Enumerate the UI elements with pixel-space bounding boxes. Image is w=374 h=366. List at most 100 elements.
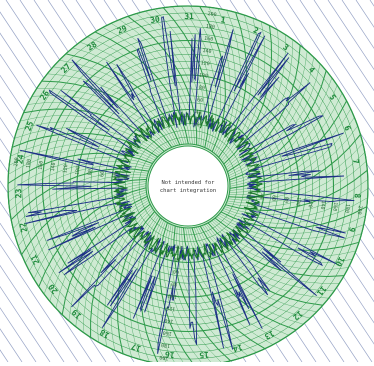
day-label: 17	[130, 342, 142, 354]
scale-label: 120	[166, 305, 176, 312]
scale-label: 60	[173, 268, 180, 275]
sub-arc	[189, 227, 289, 336]
scale-label: 40	[174, 256, 181, 263]
trace-green	[111, 111, 264, 262]
scale-label: 160	[162, 329, 172, 336]
center-hub	[147, 145, 229, 227]
trace-blue	[17, 16, 355, 354]
hatch-line	[299, 0, 374, 113]
sub-arc	[163, 223, 204, 366]
sub-arc	[213, 219, 356, 257]
grid-ring	[21, 19, 355, 353]
scale-label: 40	[195, 110, 202, 117]
scale-label: 180	[161, 341, 171, 348]
sub-arc	[211, 220, 353, 264]
scale-label: 200	[356, 205, 363, 215]
sub-arc	[47, 73, 174, 147]
sub-arc	[25, 181, 147, 264]
scale-label: 60	[197, 97, 204, 104]
day-label: 6	[342, 124, 352, 132]
sub-arc	[18, 177, 147, 247]
sub-arc	[227, 143, 364, 201]
grid-ring	[35, 33, 341, 339]
scale-label: 160	[204, 36, 214, 43]
day-label: 24	[15, 154, 25, 165]
hatch-line	[285, 0, 374, 134]
day-label: 4	[307, 65, 317, 75]
day-labels: 1234567891011121314151617181920212223242…	[14, 12, 362, 360]
day-label: 10	[333, 255, 345, 268]
sub-arc	[193, 227, 304, 325]
hatch-line	[327, 0, 374, 71]
grid-ring	[49, 47, 327, 325]
scale-label: 80	[282, 196, 289, 203]
sub-arc	[222, 21, 266, 163]
grid-ring	[7, 5, 369, 366]
day-arc	[229, 100, 348, 189]
sub-arc	[136, 13, 200, 146]
day-label: 14	[232, 342, 244, 353]
scale-label: 100	[75, 166, 82, 176]
scale-label: 140	[164, 317, 174, 324]
hatch-line	[0, 285, 51, 363]
day-label: 25	[24, 120, 36, 132]
day-label: 31	[184, 12, 194, 21]
scale-label: 20	[124, 174, 131, 181]
day-label: 26	[38, 89, 51, 102]
scale-label: 120	[200, 60, 210, 67]
scale-label: 80	[171, 280, 178, 287]
scale-label: 140	[50, 162, 57, 172]
scale-label: 100	[199, 73, 209, 80]
scale-label: 120	[62, 164, 69, 174]
scale-label: 40	[112, 172, 119, 179]
sub-arc	[16, 121, 162, 155]
scale-label: 100	[168, 292, 178, 299]
day-arc	[38, 187, 147, 287]
sub-arc	[110, 23, 193, 145]
scale-label: 80	[87, 169, 94, 176]
day-label: 9	[347, 226, 357, 233]
day-label: 1	[220, 15, 227, 25]
scale-label: 120	[307, 198, 314, 208]
scale-label: 200	[207, 11, 217, 18]
day-arc	[228, 134, 361, 198]
hatch-line	[369, 0, 374, 7]
grid-ring	[28, 26, 348, 346]
day-arc	[7, 152, 153, 184]
day-label: 13	[263, 329, 276, 342]
day-label: 3	[281, 42, 290, 52]
hatch-line	[0, 243, 79, 363]
scale-label: 160	[38, 160, 45, 170]
center-note-line-2: chart integration	[160, 188, 216, 194]
hatch-line	[0, 349, 9, 363]
day-arc	[116, 211, 155, 355]
day-label: 15	[199, 350, 210, 360]
scale-label: 60	[99, 171, 106, 178]
day-arc	[140, 217, 161, 364]
scale-label: 100	[294, 197, 301, 207]
sub-arc	[185, 227, 274, 345]
scale-label: 20	[176, 243, 183, 250]
day-label: 8	[353, 193, 362, 199]
scale-label: 60	[270, 195, 277, 202]
scale-label: 140	[319, 200, 326, 210]
day-label: 29	[116, 24, 129, 36]
sub-arc	[181, 227, 257, 353]
sub-arc	[219, 14, 253, 160]
sub-arc	[170, 225, 222, 363]
grid-ring	[14, 12, 362, 360]
day-arc	[220, 206, 368, 229]
scale-label: 180	[205, 23, 215, 30]
sub-arc	[43, 189, 147, 295]
scale-labels: 2001801601401201008060402020018016014012…	[13, 11, 363, 361]
scale-label: 200	[159, 354, 169, 361]
center-note-line-1: Not intended for	[162, 180, 216, 186]
day-label: 16	[164, 349, 175, 359]
day-label: 18	[98, 327, 111, 340]
grid-ring	[97, 95, 279, 277]
day-label: 30	[149, 14, 160, 25]
scale-label: 80	[198, 85, 205, 92]
hatch-line	[0, 264, 65, 363]
